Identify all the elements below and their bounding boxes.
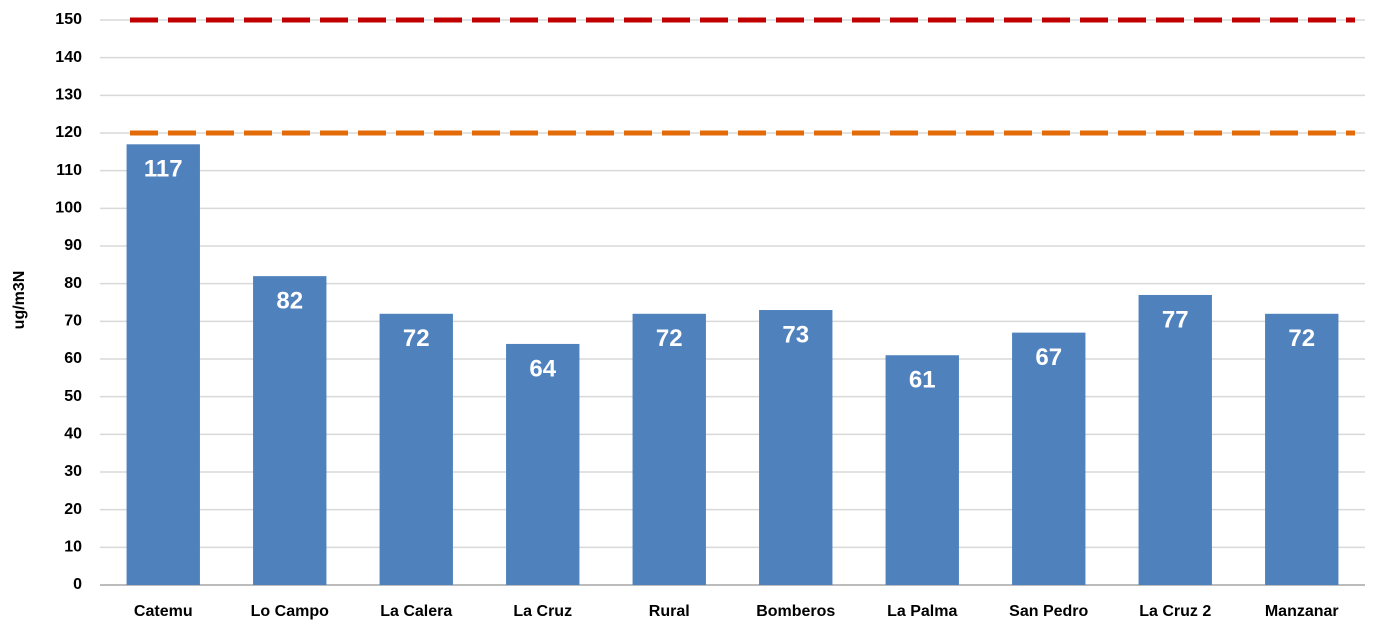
bar — [885, 355, 959, 585]
bar — [1012, 332, 1086, 585]
y-tick-label: 140 — [55, 49, 82, 66]
x-tick-label: Bomberos — [756, 603, 835, 620]
y-axis-label: ug/m3N — [11, 271, 28, 330]
y-tick-label: 40 — [64, 426, 82, 443]
y-tick-label: 50 — [64, 388, 82, 405]
x-tick-label: La Calera — [380, 603, 452, 620]
data-label: 67 — [1035, 344, 1062, 371]
y-tick-label: 130 — [55, 87, 82, 104]
bar — [506, 343, 580, 585]
y-tick-label: 90 — [64, 237, 82, 254]
y-tick-label: 60 — [64, 350, 82, 367]
y-tick-label: 0 — [73, 576, 82, 593]
data-label: 117 — [144, 156, 183, 183]
data-label: 82 — [276, 287, 303, 314]
data-label: 72 — [656, 325, 683, 352]
y-tick-label: 30 — [64, 463, 82, 480]
data-label: 73 — [782, 321, 809, 348]
data-label: 72 — [403, 325, 430, 352]
y-tick-label: 10 — [64, 539, 82, 556]
y-tick-label: 150 — [55, 11, 82, 28]
data-label: 64 — [529, 355, 556, 382]
bar — [1265, 313, 1339, 585]
bar — [126, 144, 200, 586]
x-tick-label: San Pedro — [1009, 603, 1088, 620]
x-tick-label: Lo Campo — [251, 603, 329, 620]
y-tick-label: 110 — [56, 162, 82, 179]
x-tick-label: La Cruz — [513, 603, 572, 620]
x-tick-label: Catemu — [134, 603, 193, 620]
bar — [632, 313, 706, 585]
bar — [1138, 294, 1212, 585]
y-tick-label: 80 — [64, 275, 82, 292]
y-tick-label: 70 — [64, 313, 82, 330]
y-tick-label: 20 — [64, 501, 82, 518]
x-tick-label: La Cruz 2 — [1139, 603, 1211, 620]
x-tick-label: La Palma — [887, 603, 957, 620]
bar — [379, 313, 453, 585]
y-tick-label: 100 — [55, 200, 82, 217]
x-tick-label: Manzanar — [1265, 603, 1339, 620]
data-label: 72 — [1288, 325, 1315, 352]
bar — [253, 276, 327, 585]
data-label: 77 — [1162, 306, 1189, 333]
bar — [759, 310, 833, 585]
x-tick-label: Rural — [649, 603, 690, 620]
y-tick-label: 120 — [55, 124, 82, 141]
data-label: 61 — [909, 367, 936, 394]
